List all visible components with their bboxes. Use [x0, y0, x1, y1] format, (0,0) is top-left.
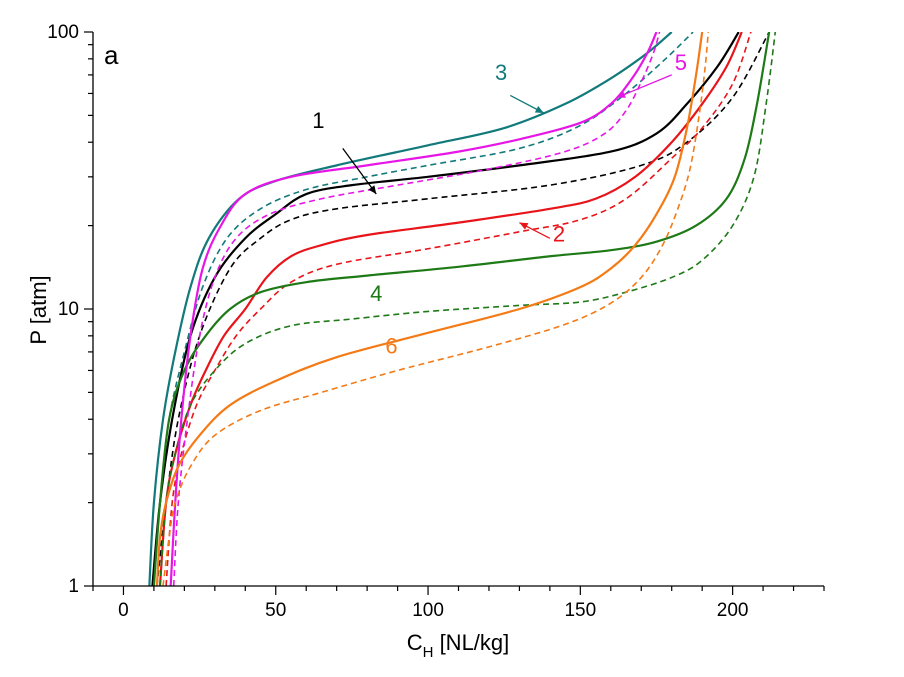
- label-1-arrowhead: [368, 185, 377, 195]
- y-axis-title: P [atm]: [26, 275, 51, 344]
- y-tick-label: 1: [68, 576, 79, 597]
- x-tick-label: 0: [118, 600, 129, 621]
- x-tick-label: 100: [412, 600, 444, 621]
- x-tick-label: 200: [717, 600, 749, 621]
- label-5: 5: [675, 50, 687, 75]
- y-tick-label: 100: [47, 22, 79, 43]
- x-tick-label: 150: [564, 600, 596, 621]
- series-4-line: [152, 32, 771, 586]
- x-axis-title-unit: [NL/kg]: [433, 630, 509, 655]
- label-3-arrowhead: [534, 105, 544, 114]
- annotations-layer: 1 2 3 4 5 6: [312, 50, 687, 359]
- label-5-leader: [616, 74, 672, 99]
- curves-layer: [148, 32, 777, 586]
- label-5-arrowhead: [616, 91, 626, 98]
- series-3d-line: [153, 32, 694, 586]
- x-axis-title-main: C: [407, 630, 423, 655]
- series-6-line: [155, 32, 704, 586]
- label-2: 2: [553, 222, 565, 247]
- series-5-line: [169, 32, 658, 586]
- x-axis-title-sub: H: [423, 644, 434, 661]
- y-tick-label: 10: [58, 299, 79, 320]
- series-5d-line: [172, 32, 661, 586]
- label-6: 6: [385, 334, 397, 359]
- series-2-line: [158, 32, 743, 586]
- x-axis-title: CH [NL/kg]: [407, 630, 510, 661]
- label-1: 1: [312, 108, 324, 133]
- series-3-line: [148, 32, 673, 586]
- axes-layer: 0 50 100 150 200 1 10 100: [47, 22, 825, 621]
- panel-label: a: [104, 40, 119, 70]
- series-2d-line: [165, 32, 752, 586]
- series-1d-line: [156, 32, 770, 586]
- x-tick-label: 50: [265, 600, 286, 621]
- series-1-line: [151, 32, 740, 586]
- series-4d-line: [159, 32, 777, 586]
- label-4: 4: [370, 281, 382, 306]
- label-1-leader: [342, 148, 377, 195]
- series-6d-line: [162, 32, 710, 586]
- label-3: 3: [495, 60, 507, 85]
- label-2-arrowhead: [519, 222, 529, 230]
